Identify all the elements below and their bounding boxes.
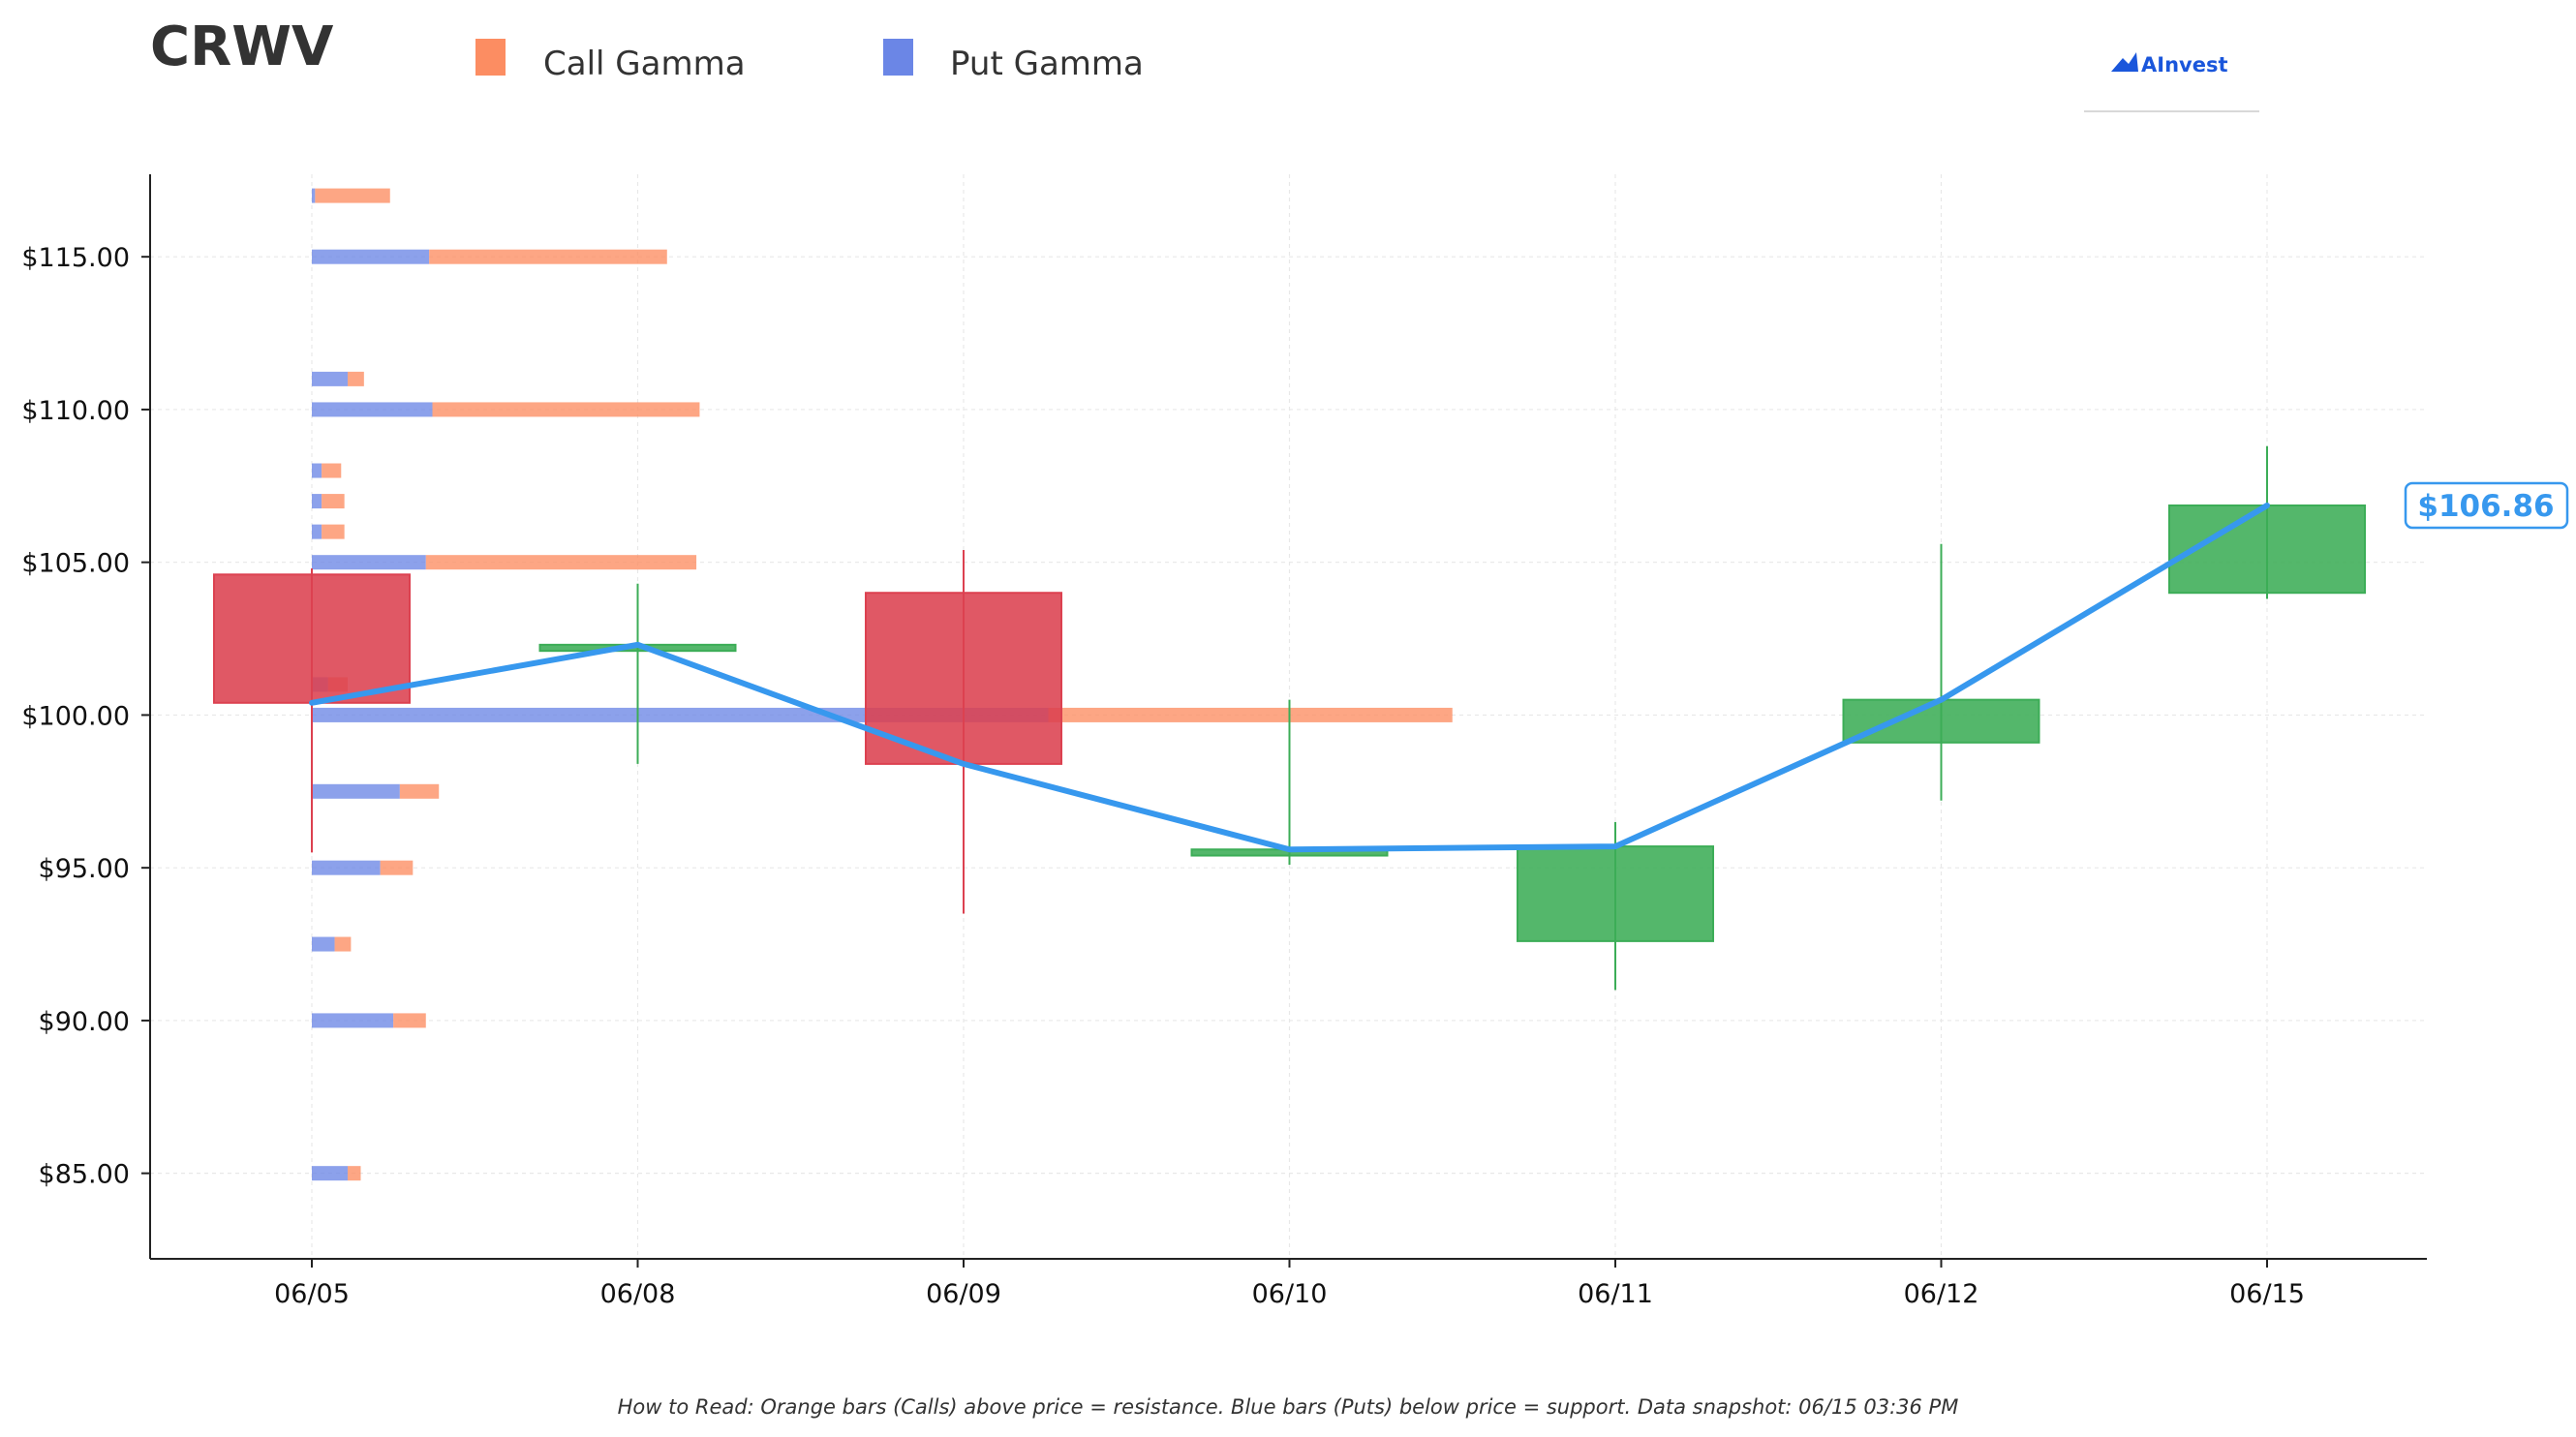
y-tick-label: $95.00 bbox=[39, 854, 130, 884]
call-gamma-legend-label: Call Gamma bbox=[543, 45, 746, 83]
last-price-box bbox=[2404, 481, 2569, 530]
x-tick-label: 06/15 bbox=[2229, 1279, 2305, 1309]
call-gamma-legend-swatch bbox=[475, 39, 506, 76]
put-gamma-legend-label: Put Gamma bbox=[950, 45, 1144, 83]
put-gamma-bar bbox=[312, 249, 430, 264]
put-gamma-bar bbox=[312, 936, 335, 952]
y-tick-label: $85.00 bbox=[39, 1160, 130, 1190]
y-tick-label: $110.00 bbox=[21, 396, 130, 426]
call-gamma-bar bbox=[1048, 707, 1453, 722]
call-gamma-bar bbox=[334, 936, 352, 952]
put-gamma-bar bbox=[312, 188, 316, 203]
call-gamma-bar bbox=[315, 188, 390, 203]
call-gamma-bar bbox=[432, 402, 700, 417]
candle-body bbox=[1517, 845, 1714, 942]
x-tick-label: 06/09 bbox=[926, 1279, 1001, 1309]
candle-body bbox=[213, 573, 411, 704]
footer-note: How to Read: Orange bars (Calls) above p… bbox=[618, 1395, 1959, 1419]
close-line-layer bbox=[309, 502, 2270, 853]
call-gamma-bar bbox=[425, 555, 697, 570]
x-tick-label: 06/11 bbox=[1578, 1279, 1653, 1309]
last-price-label: $106.86 bbox=[2417, 489, 2554, 524]
x-tick-label: 06/12 bbox=[1904, 1279, 1979, 1309]
y-tick-label: $115.00 bbox=[21, 243, 130, 273]
put-gamma-bar bbox=[312, 783, 400, 799]
call-gamma-bar bbox=[399, 783, 440, 799]
x-tick-label: 06/08 bbox=[600, 1279, 676, 1309]
y-tick-label: $105.00 bbox=[21, 549, 130, 579]
ainvest-logo-text: AInvest bbox=[2141, 53, 2228, 76]
call-gamma-bar bbox=[322, 524, 345, 539]
gamma-bars-layer bbox=[312, 188, 1453, 1181]
put-gamma-bar bbox=[312, 555, 426, 570]
candles-layer bbox=[213, 445, 2366, 991]
call-gamma-bar bbox=[348, 371, 364, 386]
ainvest-logo: AInvest bbox=[2111, 52, 2228, 76]
close-price-line bbox=[309, 502, 2270, 853]
put-gamma-bar bbox=[312, 707, 1049, 722]
put-gamma-bar bbox=[312, 371, 349, 386]
axes-layer: $85.00 $90.00 $95.00 $100.00 $105.00 $110.00 $… bbox=[21, 174, 2427, 1309]
put-gamma-bar bbox=[312, 524, 322, 539]
put-gamma-bar bbox=[312, 463, 322, 478]
last-price-annotation: $106.86 bbox=[2404, 481, 2569, 530]
candle-body bbox=[865, 592, 1062, 765]
x-tick-label: 06/05 bbox=[274, 1279, 350, 1309]
call-gamma-bar bbox=[322, 494, 345, 509]
ticker-title: CRWV bbox=[150, 15, 334, 78]
call-gamma-bar bbox=[429, 249, 667, 264]
put-gamma-bar bbox=[312, 860, 381, 875]
put-gamma-bar bbox=[312, 402, 433, 417]
put-gamma-bar bbox=[312, 1013, 394, 1028]
call-gamma-bar bbox=[322, 463, 342, 478]
put-gamma-bar bbox=[312, 1166, 349, 1181]
ainvest-logo-icon bbox=[2111, 52, 2138, 72]
candle-body bbox=[2168, 504, 2366, 595]
y-tick-label: $100.00 bbox=[21, 701, 130, 731]
call-gamma-bar bbox=[380, 860, 414, 875]
call-gamma-bar bbox=[348, 1166, 361, 1181]
put-gamma-bar bbox=[312, 494, 322, 509]
x-tick-label: 06/10 bbox=[1252, 1279, 1328, 1309]
candle-body bbox=[1842, 698, 2040, 744]
call-gamma-bar bbox=[393, 1013, 426, 1028]
put-gamma-legend-swatch bbox=[883, 39, 913, 76]
y-tick-label: $90.00 bbox=[39, 1007, 130, 1037]
